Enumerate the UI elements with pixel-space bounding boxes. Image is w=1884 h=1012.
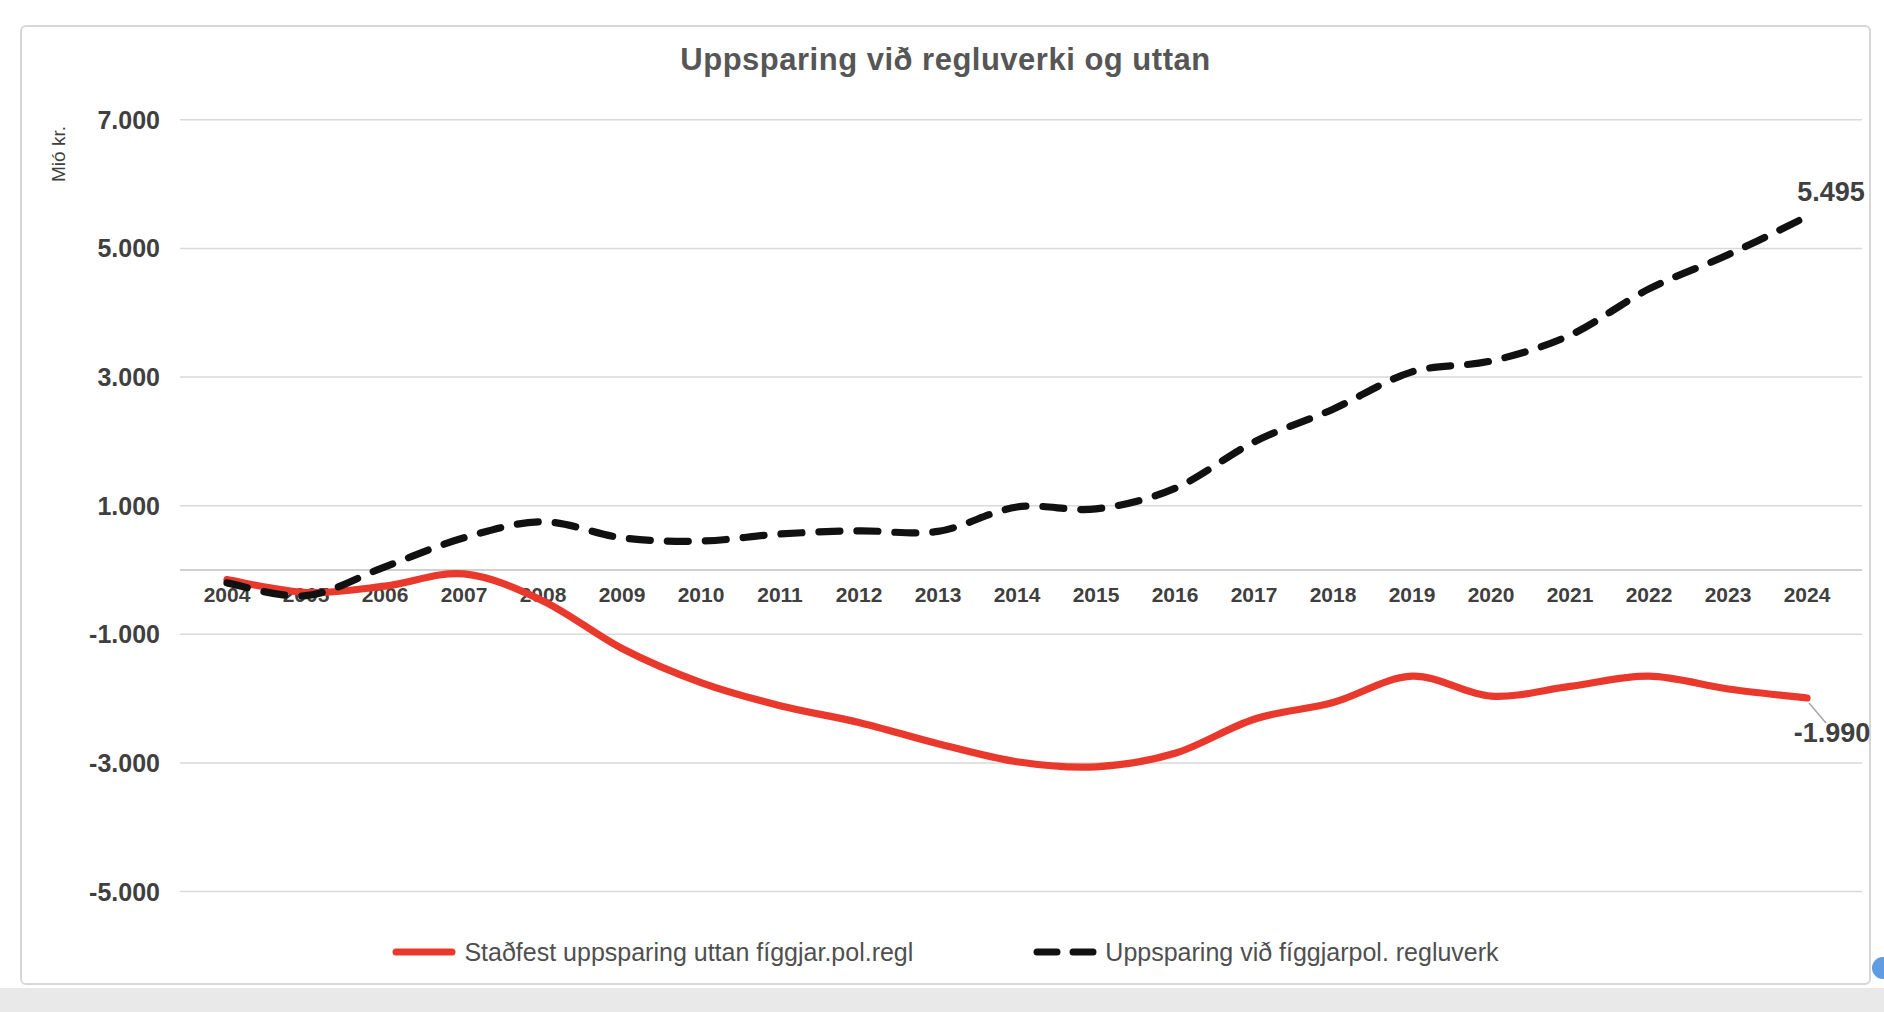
x-tick-label: 2021: [1547, 583, 1594, 606]
x-tick-label: 2023: [1705, 583, 1752, 606]
x-tick-label: 2013: [915, 583, 962, 606]
x-tick-label: 2018: [1310, 583, 1357, 606]
legend-solid-line-swatch: [392, 946, 456, 958]
series-end-data-label: 5.495: [1797, 177, 1865, 207]
bottom-band: [0, 988, 1884, 1012]
x-tick-label: 2017: [1231, 583, 1278, 606]
y-tick-label: -3.000: [89, 749, 160, 777]
page: Uppsparing við regluverki og uttan Mió k…: [0, 0, 1884, 1012]
x-tick-label: 2007: [441, 583, 488, 606]
y-tick-label: 1.000: [97, 492, 160, 520]
legend-label: Staðfest uppsparing uttan fíggjar.pol.re…: [464, 938, 913, 967]
y-tick-label: 5.000: [97, 234, 160, 262]
chart-canvas: 7.000 5.000 3.000 1.000 -1.000 -3.000 -5.000 20…: [0, 0, 1884, 1012]
x-tick-label: 2012: [836, 583, 883, 606]
legend-label: Uppsparing við fíggjarpol. regluverk: [1105, 938, 1498, 967]
y-tick-label: -5.000: [89, 878, 160, 906]
y-tick-label: -1.000: [89, 620, 160, 648]
x-tick-label: 2020: [1468, 583, 1515, 606]
x-tick-label: 2024: [1784, 583, 1831, 606]
x-tick-label: 2011: [757, 583, 803, 606]
legend-item: Uppsparing við fíggjarpol. regluverk: [1033, 938, 1498, 967]
legend: Staðfest uppsparing uttan fíggjar.pol.re…: [20, 930, 1871, 974]
x-tick-label: 2014: [994, 583, 1041, 606]
y-tick-label: 7.000: [97, 106, 160, 134]
y-tick-label: 3.000: [97, 363, 160, 391]
legend-item: Staðfest uppsparing uttan fíggjar.pol.re…: [392, 938, 913, 967]
series-line-dashed: [227, 217, 1807, 596]
x-tick-label: 2022: [1626, 583, 1673, 606]
x-tick-label: 2009: [599, 583, 646, 606]
x-tick-label: 2019: [1389, 583, 1436, 606]
legend-dashed-line-swatch: [1033, 946, 1097, 958]
x-tick-label: 2015: [1073, 583, 1120, 606]
x-tick-label: 2010: [678, 583, 725, 606]
series-end-data-label: -1.990: [1794, 718, 1871, 748]
x-tick-label: 2016: [1152, 583, 1199, 606]
